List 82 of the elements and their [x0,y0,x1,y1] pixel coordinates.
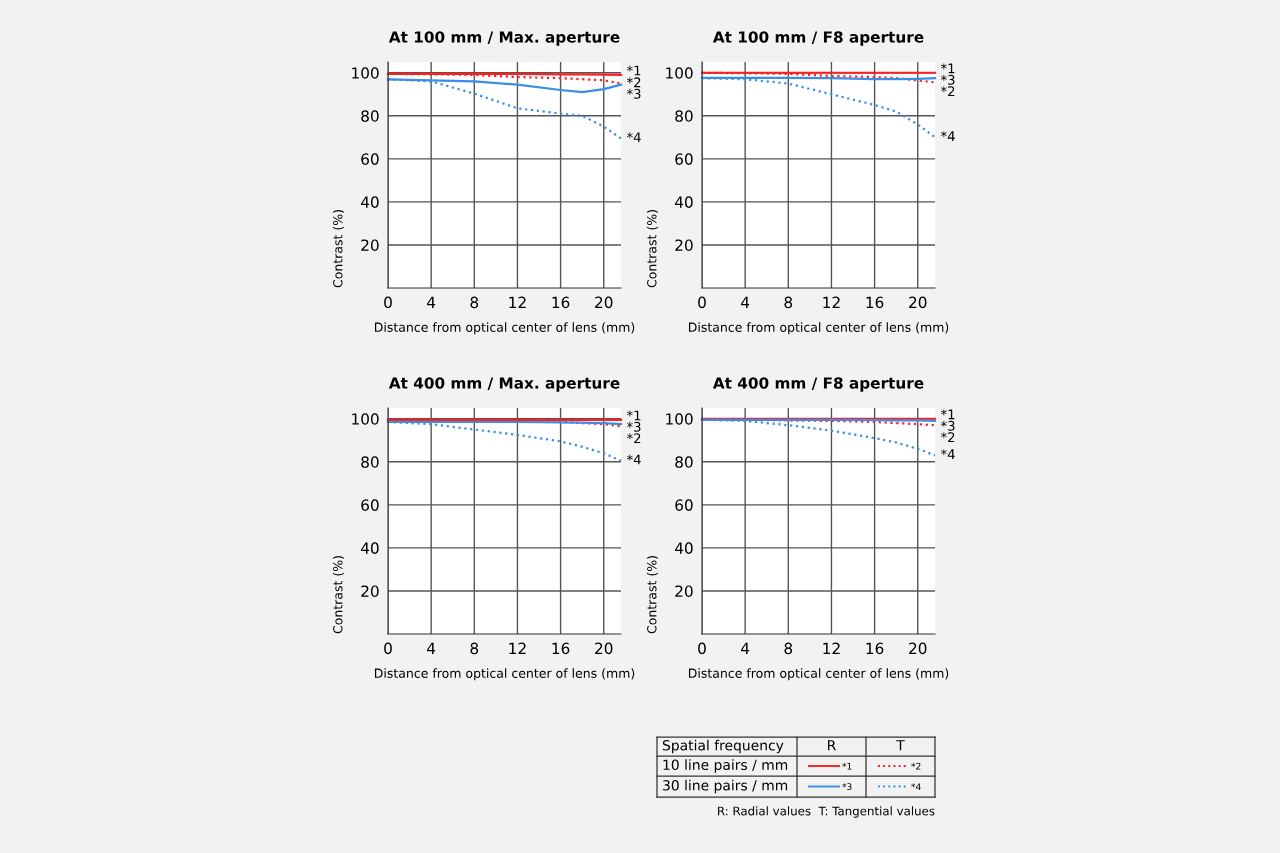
y-tick-label: 80 [675,456,693,468]
x-tick-label: 8 [470,296,479,309]
x-tick-label: 4 [741,296,750,308]
x-axis-title: Distance from optical center of lens (mm) [688,668,949,681]
y-tick-label: 60 [361,153,379,165]
x-tick-label: 0 [384,296,392,309]
y-tick-label: 40 [674,542,693,554]
series-label: *1 [940,63,955,74]
x-tick-label: 12 [509,642,526,654]
y-tick-label: 40 [360,542,379,554]
x-tick-label: 0 [698,296,706,309]
x-tick-label: 12 [509,296,526,308]
y-axis-title: Contrast (%) [332,210,344,288]
y-tick-label: 80 [361,456,379,468]
x-tick-label: 16 [552,642,570,655]
legend-label: *3 [842,783,852,791]
y-tick-label: 100 [352,413,379,425]
x-tick-label: 16 [552,296,570,309]
text: 30 line pairs / mm [663,779,788,794]
x-tick-label: 8 [784,642,793,655]
series-label: *3 [940,74,955,85]
y-tick-label: 100 [352,67,379,79]
x-tick-label: 12 [823,642,840,654]
text: Spatial frequency [662,739,784,754]
y-tick-label: 20 [675,239,693,251]
text: T [896,740,905,751]
y-tick-label: 20 [675,585,693,597]
x-tick-label: 4 [741,642,750,654]
series-label: *4 [940,131,955,141]
series-label: *1 [626,410,641,421]
chart-title: At 400 mm / F8 aperture [712,377,924,392]
x-tick-label: 4 [427,296,436,308]
y-tick-label: 20 [361,585,379,597]
y-axis-title: Contrast (%) [646,556,658,634]
x-tick-label: 8 [784,296,793,309]
series-label: *3 [940,420,955,431]
x-tick-label: 0 [384,642,392,655]
text: R [828,740,836,751]
x-axis-title: Distance from optical center of lens (mm) [374,322,635,335]
x-axis-title: Distance from optical center of lens (mm) [688,322,949,335]
series-label: *1 [940,409,955,420]
legend-label: *2 [911,762,921,770]
series-label: *3 [626,421,641,432]
series-label: *2 [940,86,955,96]
x-tick-label: 0 [698,642,706,655]
x-tick-label: 20 [909,296,927,309]
text: *2 [626,77,641,88]
legend-label: *1 [842,762,852,770]
y-tick-label: 20 [361,239,379,251]
x-tick-label: 16 [866,296,884,309]
legend-label: *4 [911,783,921,790]
x-tick-label: 4 [427,642,436,654]
text: *1 [626,65,641,76]
x-tick-label: 12 [823,296,840,308]
chart-title: At 400 mm / Max. aperture [388,377,620,392]
y-tick-label: 60 [675,499,693,511]
text: 10 line pairs / mm [663,759,788,773]
chart-title: At 100 mm / Max. aperture [388,31,620,46]
series-label: *4 [940,449,955,459]
x-tick-label: 20 [909,642,927,655]
series-label: *4 [626,454,641,465]
x-tick-label: 16 [866,642,884,655]
y-tick-label: 100 [666,413,693,425]
y-tick-label: 60 [675,153,693,165]
chart-title: At 100 mm / F8 aperture [712,31,924,46]
x-axis-title: Distance from optical center of lens (mm) [374,668,635,681]
x-tick-label: 20 [595,642,613,655]
text: *4 [626,132,641,143]
x-tick-label: 20 [595,296,613,309]
y-tick-label: 80 [675,110,693,122]
text: R: Radial values T: Tangential values [718,806,935,818]
y-tick-label: 40 [674,196,693,208]
y-axis-title: Contrast (%) [646,210,658,288]
y-tick-label: 80 [361,110,379,122]
text: *3 [626,88,641,99]
y-axis-title: Contrast (%) [332,556,344,634]
y-tick-label: 40 [360,196,379,208]
series-label: *2 [626,433,641,444]
y-tick-label: 60 [361,499,379,511]
x-tick-label: 8 [470,642,479,655]
series-label: *2 [940,432,955,442]
y-tick-label: 100 [666,67,693,79]
